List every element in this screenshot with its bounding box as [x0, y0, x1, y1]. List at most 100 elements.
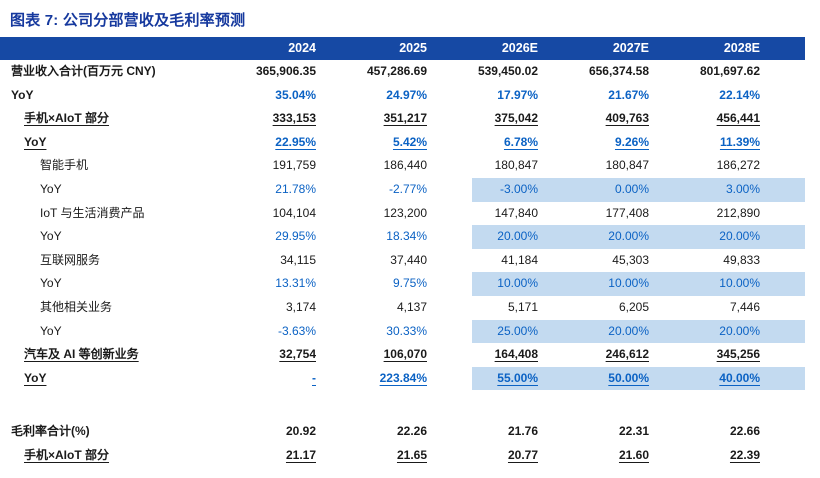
table-row: 其他相关业务 3,174 4,137 5,171 6,205 7,446	[0, 296, 805, 320]
value-cell: 10.00%	[472, 272, 583, 296]
value-cell: 180,847	[605, 158, 649, 173]
value-cell: 180,847	[494, 158, 538, 173]
table-row: YoY 22.95% 5.42% 6.78% 9.26% 11.39%	[0, 131, 805, 155]
table-row: YoY - 223.84% 55.00% 50.00% 40.00%	[0, 366, 805, 391]
column-header-year: 2027E	[583, 37, 694, 60]
row-label: YoY	[11, 87, 34, 102]
column-header-year: 2026E	[472, 37, 583, 60]
value-cell: 50.00%	[583, 366, 694, 391]
value-cell: 0.00%	[583, 177, 694, 202]
row-label: 智能手机	[40, 158, 89, 173]
value-cell: 20.00%	[472, 225, 583, 249]
value-cell: 11.39%	[719, 134, 760, 149]
value-cell: 21.78%	[275, 181, 316, 196]
value-cell: 9.26%	[614, 134, 649, 149]
column-header-empty	[0, 37, 250, 60]
value-cell: 6.78%	[503, 134, 538, 149]
value-cell: 21.17	[285, 447, 316, 462]
table-row: 毛利率合计(%) 20.92 22.26 21.76 22.31 22.66	[0, 420, 805, 444]
value-cell: 656,374.58	[588, 64, 649, 78]
row-label: 毛利率合计(%)	[11, 424, 90, 439]
table-row: YoY 21.78% -2.77% -3.00% 0.00% 3.00%	[0, 177, 805, 202]
value-cell: 223.84%	[379, 370, 427, 385]
value-cell: 49,833	[723, 252, 760, 267]
spacer-row	[0, 390, 805, 420]
column-header-year: 2024	[250, 37, 361, 60]
column-header-year: 2028E	[694, 37, 805, 60]
value-cell: 20.00%	[583, 319, 694, 344]
value-cell: 147,840	[494, 205, 538, 220]
value-cell: 45,303	[612, 252, 649, 267]
value-cell: -2.77%	[388, 181, 427, 196]
value-cell: 32,754	[279, 347, 316, 362]
value-cell: 18.34%	[386, 229, 427, 244]
row-label: YoY	[24, 134, 47, 149]
value-cell: -3.00%	[472, 177, 583, 202]
value-cell: 37,440	[390, 252, 427, 267]
table-row	[0, 390, 805, 420]
value-cell: -3.63%	[277, 323, 316, 338]
table-row: IoT 与生活消费产品 104,104 123,200 147,840 177,408 2…	[0, 202, 805, 226]
table-row: 手机×AIoT 部分 333,153 351,217 375,042 409,763 45…	[0, 107, 805, 131]
value-cell: 20.77	[507, 447, 538, 462]
value-cell: 41,184	[501, 252, 538, 267]
value-cell: 30.33%	[386, 323, 427, 338]
value-cell: 29.95%	[275, 229, 316, 244]
value-cell: 34,115	[280, 252, 316, 267]
value-cell: 186,440	[383, 158, 427, 173]
value-cell: 3.00%	[694, 177, 805, 202]
value-cell: 9.75%	[392, 276, 427, 291]
value-cell: 457,286.69	[366, 64, 427, 78]
figure-title: 图表 7: 公司分部营收及毛利率预测	[10, 12, 246, 29]
value-cell: 409,763	[605, 111, 649, 126]
value-cell: 25.00%	[472, 319, 583, 344]
value-cell: 333,153	[272, 111, 316, 126]
table-row: 营业收入合计(百万元 CNY) 365,906.35 457,286.69 539,4…	[0, 60, 805, 84]
value-cell: 13.31%	[275, 276, 316, 291]
value-cell: 35.04%	[275, 87, 316, 102]
segment-revenue-forecast-table: 2024 2025 2026E 2027E 2028E 营业收入合计(百万元 CNY) 3…	[0, 37, 805, 468]
row-label: YoY	[40, 276, 62, 291]
value-cell: 3,174	[285, 299, 316, 314]
row-label: YoY	[24, 370, 47, 385]
value-cell: 539,450.02	[477, 64, 538, 78]
table-row: 互联网服务 34,115 37,440 41,184 45,303 49,833	[0, 249, 805, 273]
value-cell: 177,408	[605, 205, 649, 220]
value-cell: 6,205	[618, 299, 649, 314]
value-cell: 22.26	[396, 424, 427, 439]
value-cell: 40.00%	[694, 366, 805, 391]
value-cell: 345,256	[716, 347, 760, 362]
value-cell: 104,104	[272, 205, 316, 220]
value-cell: 5.42%	[392, 134, 427, 149]
value-cell: 17.97%	[497, 87, 538, 102]
row-label: 手机×AIoT 部分	[24, 447, 110, 462]
row-label: 营业收入合计(百万元 CNY)	[11, 64, 156, 78]
table-row: YoY 29.95% 18.34% 20.00% 20.00% 20.00%	[0, 225, 805, 249]
value-cell: 20.00%	[694, 225, 805, 249]
row-label: 互联网服务	[40, 252, 101, 267]
row-label: IoT 与生活消费产品	[40, 205, 145, 220]
value-cell: 7,446	[729, 299, 760, 314]
value-cell: 212,890	[716, 205, 760, 220]
value-cell: 20.00%	[583, 225, 694, 249]
value-cell: 24.97%	[386, 87, 427, 102]
value-cell: 21.60	[618, 447, 649, 462]
row-label: 手机×AIoT 部分	[24, 111, 110, 126]
table-row: YoY 13.31% 9.75% 10.00% 10.00% 10.00%	[0, 272, 805, 296]
column-header-year: 2025	[361, 37, 472, 60]
value-cell: 365,906.35	[255, 64, 316, 78]
value-cell: 22.95%	[275, 134, 316, 149]
value-cell: 801,697.62	[699, 64, 760, 78]
value-cell: 21.67%	[608, 87, 649, 102]
value-cell: 106,070	[383, 347, 427, 362]
table-row: YoY 35.04% 24.97% 17.97% 21.67% 22.14%	[0, 84, 805, 108]
table-row: 智能手机 191,759 186,440 180,847 180,847 186,272	[0, 154, 805, 178]
value-cell: 55.00%	[472, 366, 583, 391]
row-label: YoY	[40, 229, 62, 244]
value-cell: 22.39	[729, 447, 760, 462]
row-label: 汽车及 AI 等创新业务	[24, 347, 139, 362]
value-cell: 186,272	[716, 158, 760, 173]
value-cell: 21.76	[507, 424, 538, 439]
value-cell: 456,441	[716, 111, 760, 126]
